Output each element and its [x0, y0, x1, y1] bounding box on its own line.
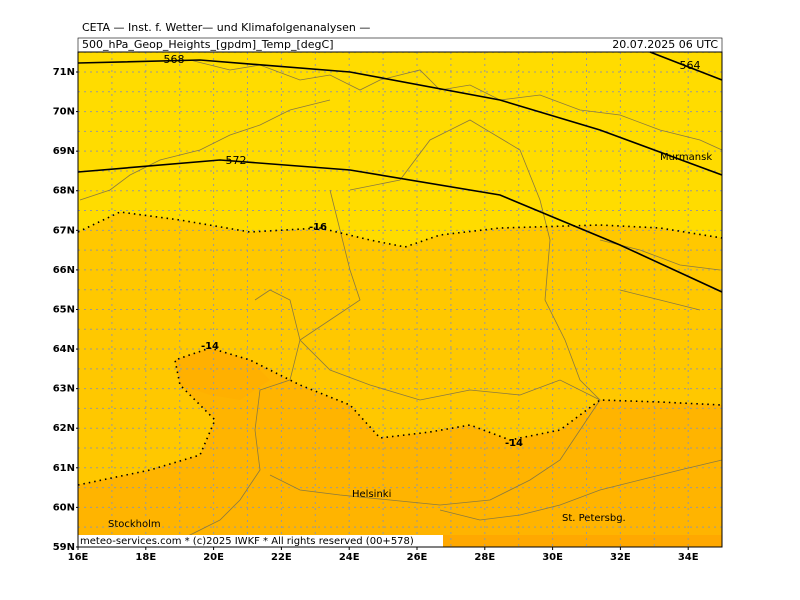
longitude-label: 20E: [203, 552, 224, 563]
city: St. Petersbg.: [562, 513, 626, 524]
latitude-label: 70N: [53, 107, 75, 118]
height-label: 572: [226, 154, 247, 167]
longitude-label: 26E: [407, 552, 428, 563]
longitude-label: 28E: [474, 552, 495, 563]
latitude-label: 68N: [53, 186, 75, 197]
graticule: [78, 51, 722, 548]
latitude-label: 69N: [53, 146, 75, 157]
latitude-label: 61N: [53, 463, 75, 474]
longitude-label: 32E: [610, 552, 631, 563]
latitude-label: 59N: [53, 542, 75, 553]
coastline: [439, 459, 723, 521]
product: 500_hPa_Geop_Heights_[gpdm]_Temp_[degC]: [82, 38, 334, 51]
temp-field-patch: [175, 348, 270, 400]
longitude-label: 22E: [271, 552, 292, 563]
temp-label: -14: [505, 438, 523, 449]
temp-label: -14: [201, 341, 219, 352]
valid-time: 20.07.2025 06 UTC: [612, 38, 718, 51]
border: [349, 119, 601, 401]
height-contour: [649, 51, 723, 81]
latitude-label: 67N: [53, 225, 75, 236]
institute: CETA — Inst. f. Wetter— und Klimafolgena…: [82, 21, 370, 34]
height-contour: [77, 159, 723, 293]
latitude-label: 71N: [53, 67, 75, 78]
footer-box: [78, 535, 443, 547]
latitude-label: 60N: [53, 502, 75, 513]
longitude-label: 24E: [339, 552, 360, 563]
map-frame: [77, 51, 723, 548]
height-label: 564: [680, 59, 701, 72]
city: Stockholm: [108, 519, 161, 530]
footer: meteo-services.com * (c)2025 IWKF * All …: [80, 536, 414, 547]
coastline: [179, 189, 361, 541]
latitude-label: 66N: [53, 265, 75, 276]
latitude-label: 63N: [53, 384, 75, 395]
city: Murmansk: [660, 152, 712, 163]
height-label: 568: [164, 53, 185, 66]
longitude-label: 18E: [135, 552, 156, 563]
city: Helsinki: [352, 489, 391, 500]
longitude-label: 30E: [542, 552, 563, 563]
map-area: 568 572 564 -16 -14 -14 Murmansk Helsink…: [77, 51, 723, 548]
longitude-label: 16E: [68, 552, 89, 563]
latitude-label: 62N: [53, 423, 75, 434]
coastline: [79, 99, 331, 201]
longitude-label: 34E: [678, 552, 699, 563]
coastline: [254, 289, 601, 506]
coastline: [189, 59, 723, 151]
temp-label: -16: [309, 222, 327, 233]
latitude-label: 65N: [53, 304, 75, 315]
height-contour: [77, 59, 723, 176]
latitude-label: 64N: [53, 344, 75, 355]
